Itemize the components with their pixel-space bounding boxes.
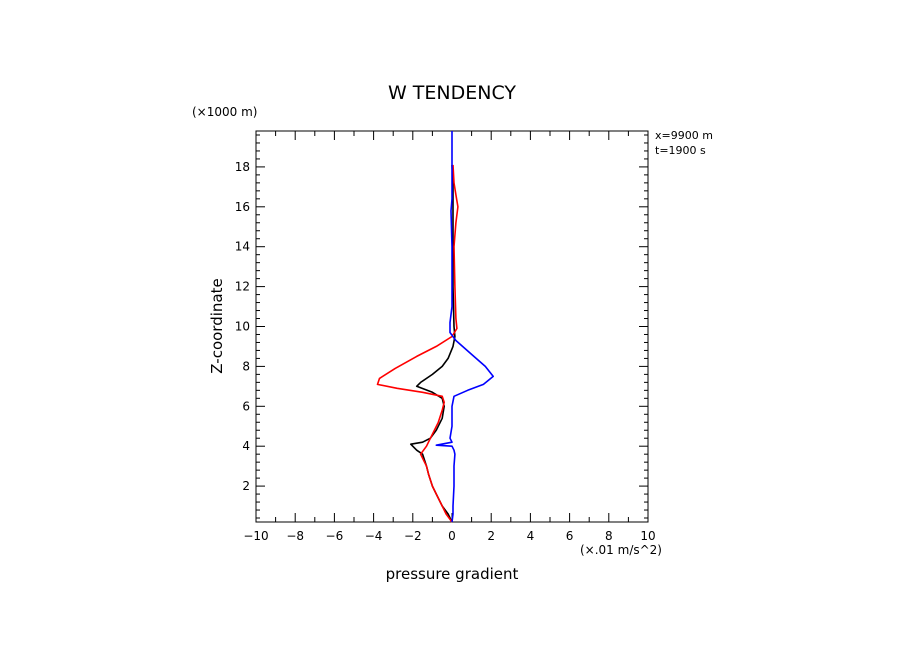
x-tick-label: 0: [448, 529, 456, 543]
x-tick-label: −10: [243, 529, 268, 543]
y-tick-label: 14: [235, 240, 250, 254]
y-tick-label: 8: [242, 359, 250, 373]
x-axis-label: pressure gradient: [386, 565, 519, 583]
y-tick-label: 6: [242, 399, 250, 413]
x-tick-label: 8: [605, 529, 613, 543]
y-tick-label: 10: [235, 320, 250, 334]
x-tick-label: −2: [404, 529, 422, 543]
x-tick-label: −4: [365, 529, 383, 543]
series-line-red: [376, 164, 459, 523]
x-tick-label: −6: [326, 529, 344, 543]
x-tick-label: 6: [566, 529, 574, 543]
annotation-x-position: x=9900 m: [655, 129, 713, 142]
y-tick-label: 12: [235, 280, 250, 294]
series-line-black: [410, 164, 456, 523]
annotation-time: t=1900 s: [655, 144, 706, 157]
y-unit-label: (×1000 m): [192, 105, 257, 119]
y-axis-label: Z-coordinate: [208, 278, 226, 373]
y-tick-label: 16: [235, 200, 250, 214]
x-tick-label: 10: [640, 529, 655, 543]
y-tick-label: 18: [235, 160, 250, 174]
x-tick-label: −8: [286, 529, 304, 543]
series-line-blue: [435, 131, 494, 523]
x-tick-label: 2: [487, 529, 495, 543]
x-tick-label: 4: [527, 529, 535, 543]
y-tick-label: 4: [242, 439, 250, 453]
data-series: [376, 131, 494, 523]
axis-tick-labels: −10 −8 −6 −4 −2 0 2 4 6 8 10 2 4 6 8 10 12 14 16 18: [235, 160, 656, 543]
x-unit-label: (×.01 m/s^2): [580, 543, 662, 557]
chart-title: W TENDENCY: [388, 82, 516, 104]
plot-area: −10 −8 −6 −4 −2 0 2 4 6 8 10 2 4 6 8 10 12 14 16 18: [235, 130, 656, 543]
y-tick-label: 2: [242, 479, 250, 493]
